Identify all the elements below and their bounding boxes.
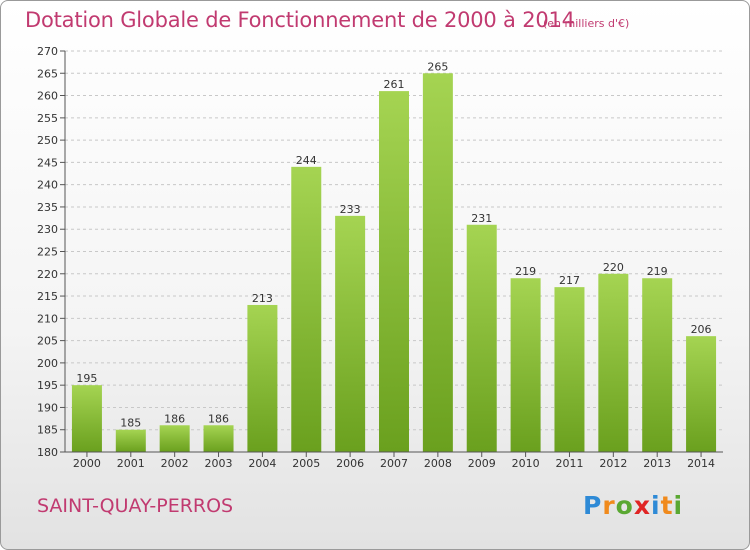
chart-title: Dotation Globale de Fonctionnement de 20… bbox=[25, 8, 575, 32]
bar-2011 bbox=[554, 287, 585, 452]
bar-2004 bbox=[247, 304, 278, 452]
x-tick-label: 2011 bbox=[555, 457, 583, 470]
y-tick-label: 245 bbox=[37, 156, 58, 169]
chart-unit: (en milliers d'€) bbox=[543, 17, 630, 30]
bar-2006 bbox=[335, 215, 366, 452]
x-tick-label: 2004 bbox=[248, 457, 276, 470]
bar-2002 bbox=[159, 425, 190, 452]
x-tick-label: 2012 bbox=[599, 457, 627, 470]
y-tick-label: 200 bbox=[37, 357, 58, 370]
x-tick-label: 2008 bbox=[424, 457, 452, 470]
logo-letter: o bbox=[615, 491, 634, 520]
x-tick-label: 2003 bbox=[205, 457, 233, 470]
x-tick-label: 2010 bbox=[512, 457, 540, 470]
bar-2001 bbox=[115, 429, 146, 452]
logo-letter: i bbox=[673, 491, 684, 520]
value-label: 186 bbox=[164, 412, 185, 425]
x-tick-label: 2001 bbox=[117, 457, 145, 470]
value-label: 219 bbox=[515, 265, 536, 278]
bar-2005 bbox=[291, 166, 322, 452]
y-tick-label: 255 bbox=[37, 112, 58, 125]
y-tick-label: 205 bbox=[37, 335, 58, 348]
y-tick-label: 225 bbox=[37, 246, 58, 259]
y-tick-label: 210 bbox=[37, 312, 58, 325]
value-label: 217 bbox=[559, 274, 580, 287]
value-label: 195 bbox=[76, 372, 97, 385]
bar-2007 bbox=[379, 91, 409, 452]
logo-letter: x bbox=[633, 491, 651, 520]
x-tick-label: 2005 bbox=[292, 457, 320, 470]
bars: 195 185 186 186 213 244 233 261 265 231 219 217 220 2… bbox=[71, 60, 717, 453]
bar-2012 bbox=[598, 273, 629, 452]
bar-2010 bbox=[510, 278, 541, 452]
y-tick-label: 180 bbox=[37, 446, 58, 459]
bar-2000 bbox=[71, 385, 102, 452]
x-tick-label: 2014 bbox=[687, 457, 715, 470]
x-tick-label: 2002 bbox=[161, 457, 189, 470]
value-label: 220 bbox=[603, 261, 624, 274]
y-tick-label: 190 bbox=[37, 401, 58, 414]
bar-2013 bbox=[642, 278, 673, 452]
value-label: 244 bbox=[296, 154, 317, 167]
y-tick-label: 240 bbox=[37, 179, 58, 192]
y-tick-label: 215 bbox=[37, 290, 58, 303]
value-label: 265 bbox=[427, 60, 448, 73]
y-tick-label: 250 bbox=[37, 134, 58, 147]
x-tick-label: 2009 bbox=[468, 457, 496, 470]
y-tick-label: 185 bbox=[37, 424, 58, 437]
bar-2008 bbox=[422, 73, 453, 453]
x-tick-label: 2000 bbox=[73, 457, 101, 470]
y-tick-label: 195 bbox=[37, 379, 58, 392]
axes: 180 185 190 195 200 205 210 215 220 225 230 235 240 2… bbox=[37, 45, 723, 470]
value-label: 219 bbox=[647, 265, 668, 278]
bar-2003 bbox=[203, 425, 234, 452]
y-tick-label: 235 bbox=[37, 201, 58, 214]
value-label: 233 bbox=[340, 203, 361, 216]
commune-name: SAINT-QUAY-PERROS bbox=[37, 495, 234, 517]
x-tick-label: 2013 bbox=[643, 457, 671, 470]
y-tick-label: 270 bbox=[37, 45, 58, 58]
logo-letter: r bbox=[602, 491, 616, 520]
logo-letter: P bbox=[583, 491, 603, 520]
value-label: 261 bbox=[384, 78, 405, 91]
proxiti-logo: Proxiti bbox=[583, 491, 683, 520]
value-label: 185 bbox=[120, 417, 141, 430]
bar-2009 bbox=[466, 224, 497, 452]
value-label: 186 bbox=[208, 412, 229, 425]
value-label: 231 bbox=[471, 212, 492, 225]
y-tick-label: 260 bbox=[37, 90, 58, 103]
value-label: 213 bbox=[252, 292, 273, 305]
x-tick-label: 2006 bbox=[336, 457, 364, 470]
bar-2014 bbox=[686, 336, 717, 452]
x-tick-label: 2007 bbox=[380, 457, 408, 470]
logo-letter: t bbox=[660, 491, 674, 520]
logo-letter: i bbox=[651, 491, 661, 520]
y-tick-label: 230 bbox=[37, 223, 58, 236]
value-label: 206 bbox=[691, 323, 712, 336]
y-tick-label: 220 bbox=[37, 268, 58, 281]
y-tick-label: 265 bbox=[37, 67, 58, 80]
